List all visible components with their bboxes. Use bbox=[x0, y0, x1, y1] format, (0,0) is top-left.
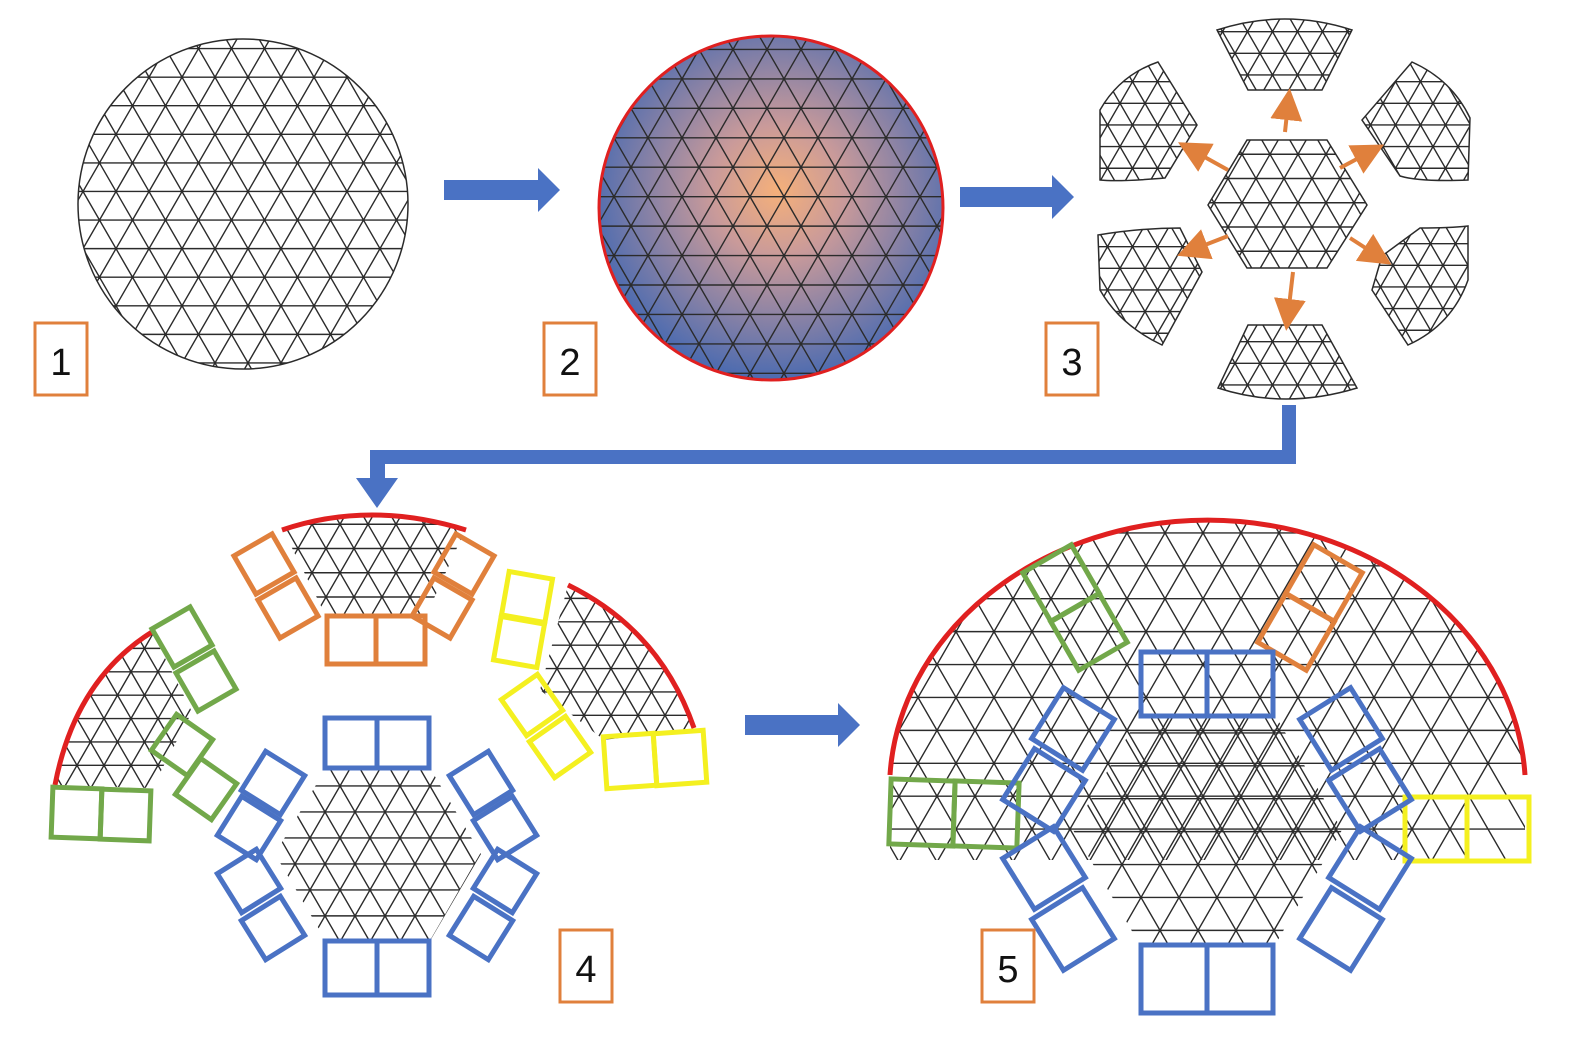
triangle-mesh bbox=[599, 36, 943, 380]
step-number-4: 4 bbox=[575, 949, 596, 991]
spread-arrows bbox=[1177, 88, 1392, 331]
mesh-edges bbox=[1098, 228, 1202, 345]
mesh-edges bbox=[275, 768, 481, 941]
flow-arrow-2-3 bbox=[960, 175, 1074, 219]
green-ghost-cells bbox=[48, 603, 241, 844]
step-number-1: 1 bbox=[50, 342, 71, 384]
step-1-circle-mesh bbox=[77, 38, 409, 370]
left-boundary bbox=[52, 629, 154, 786]
step-label-box-1: 1 bbox=[33, 321, 89, 397]
mesh-edges bbox=[1100, 62, 1197, 181]
yellow-ghost-cells bbox=[490, 568, 710, 792]
blue-ghost-cells bbox=[213, 715, 541, 998]
outer-boundary bbox=[887, 517, 1528, 776]
step-5-assembled-mesh bbox=[886, 517, 1532, 1016]
mesh-edges bbox=[540, 585, 694, 740]
step-2-weighted-mesh bbox=[597, 34, 945, 382]
orange-ghost-cells bbox=[230, 530, 498, 667]
mesh-edges bbox=[1218, 325, 1357, 399]
step-label-box-2: 2 bbox=[542, 321, 598, 397]
triangle-mesh bbox=[78, 39, 408, 369]
upper-right-piece bbox=[1361, 61, 1471, 182]
right-piece-mesh bbox=[540, 585, 694, 740]
orange-cells bbox=[1254, 541, 1366, 674]
mesh-edges bbox=[1208, 140, 1367, 268]
step-number-2: 2 bbox=[559, 342, 580, 384]
flow-arrow-3-4 bbox=[356, 405, 1296, 508]
mesh-edges bbox=[599, 36, 943, 380]
step-4-pieces-with-ghost-cells bbox=[48, 512, 710, 998]
mesh-edges bbox=[1362, 62, 1470, 181]
flow-arrow-4-5 bbox=[745, 703, 860, 747]
step-3-partitioned-mesh bbox=[1097, 18, 1471, 400]
mesh-edges bbox=[1372, 226, 1468, 345]
step-label-box-3: 3 bbox=[1044, 321, 1100, 397]
mesh-edges bbox=[1217, 19, 1352, 90]
step-number-5: 5 bbox=[997, 949, 1018, 991]
yellow-cells bbox=[1402, 794, 1532, 864]
right-boundary bbox=[566, 582, 697, 729]
top-boundary bbox=[281, 512, 467, 533]
step-label-box-5: 5 bbox=[980, 928, 1036, 1004]
bottom-piece bbox=[1216, 324, 1359, 400]
step-number-3: 3 bbox=[1061, 342, 1082, 384]
step-label-box-4: 4 bbox=[558, 928, 614, 1004]
center-hexagon-mesh bbox=[275, 768, 481, 941]
lower-right-piece bbox=[1371, 225, 1469, 346]
flow-arrow-1-2 bbox=[444, 168, 560, 212]
lower-left-piece bbox=[1097, 227, 1203, 346]
green-cells bbox=[886, 541, 1131, 851]
top-piece bbox=[1215, 18, 1354, 91]
center-hexagon-piece bbox=[1207, 139, 1368, 269]
mesh-edges bbox=[78, 39, 408, 369]
blue-cells bbox=[999, 649, 1415, 1016]
